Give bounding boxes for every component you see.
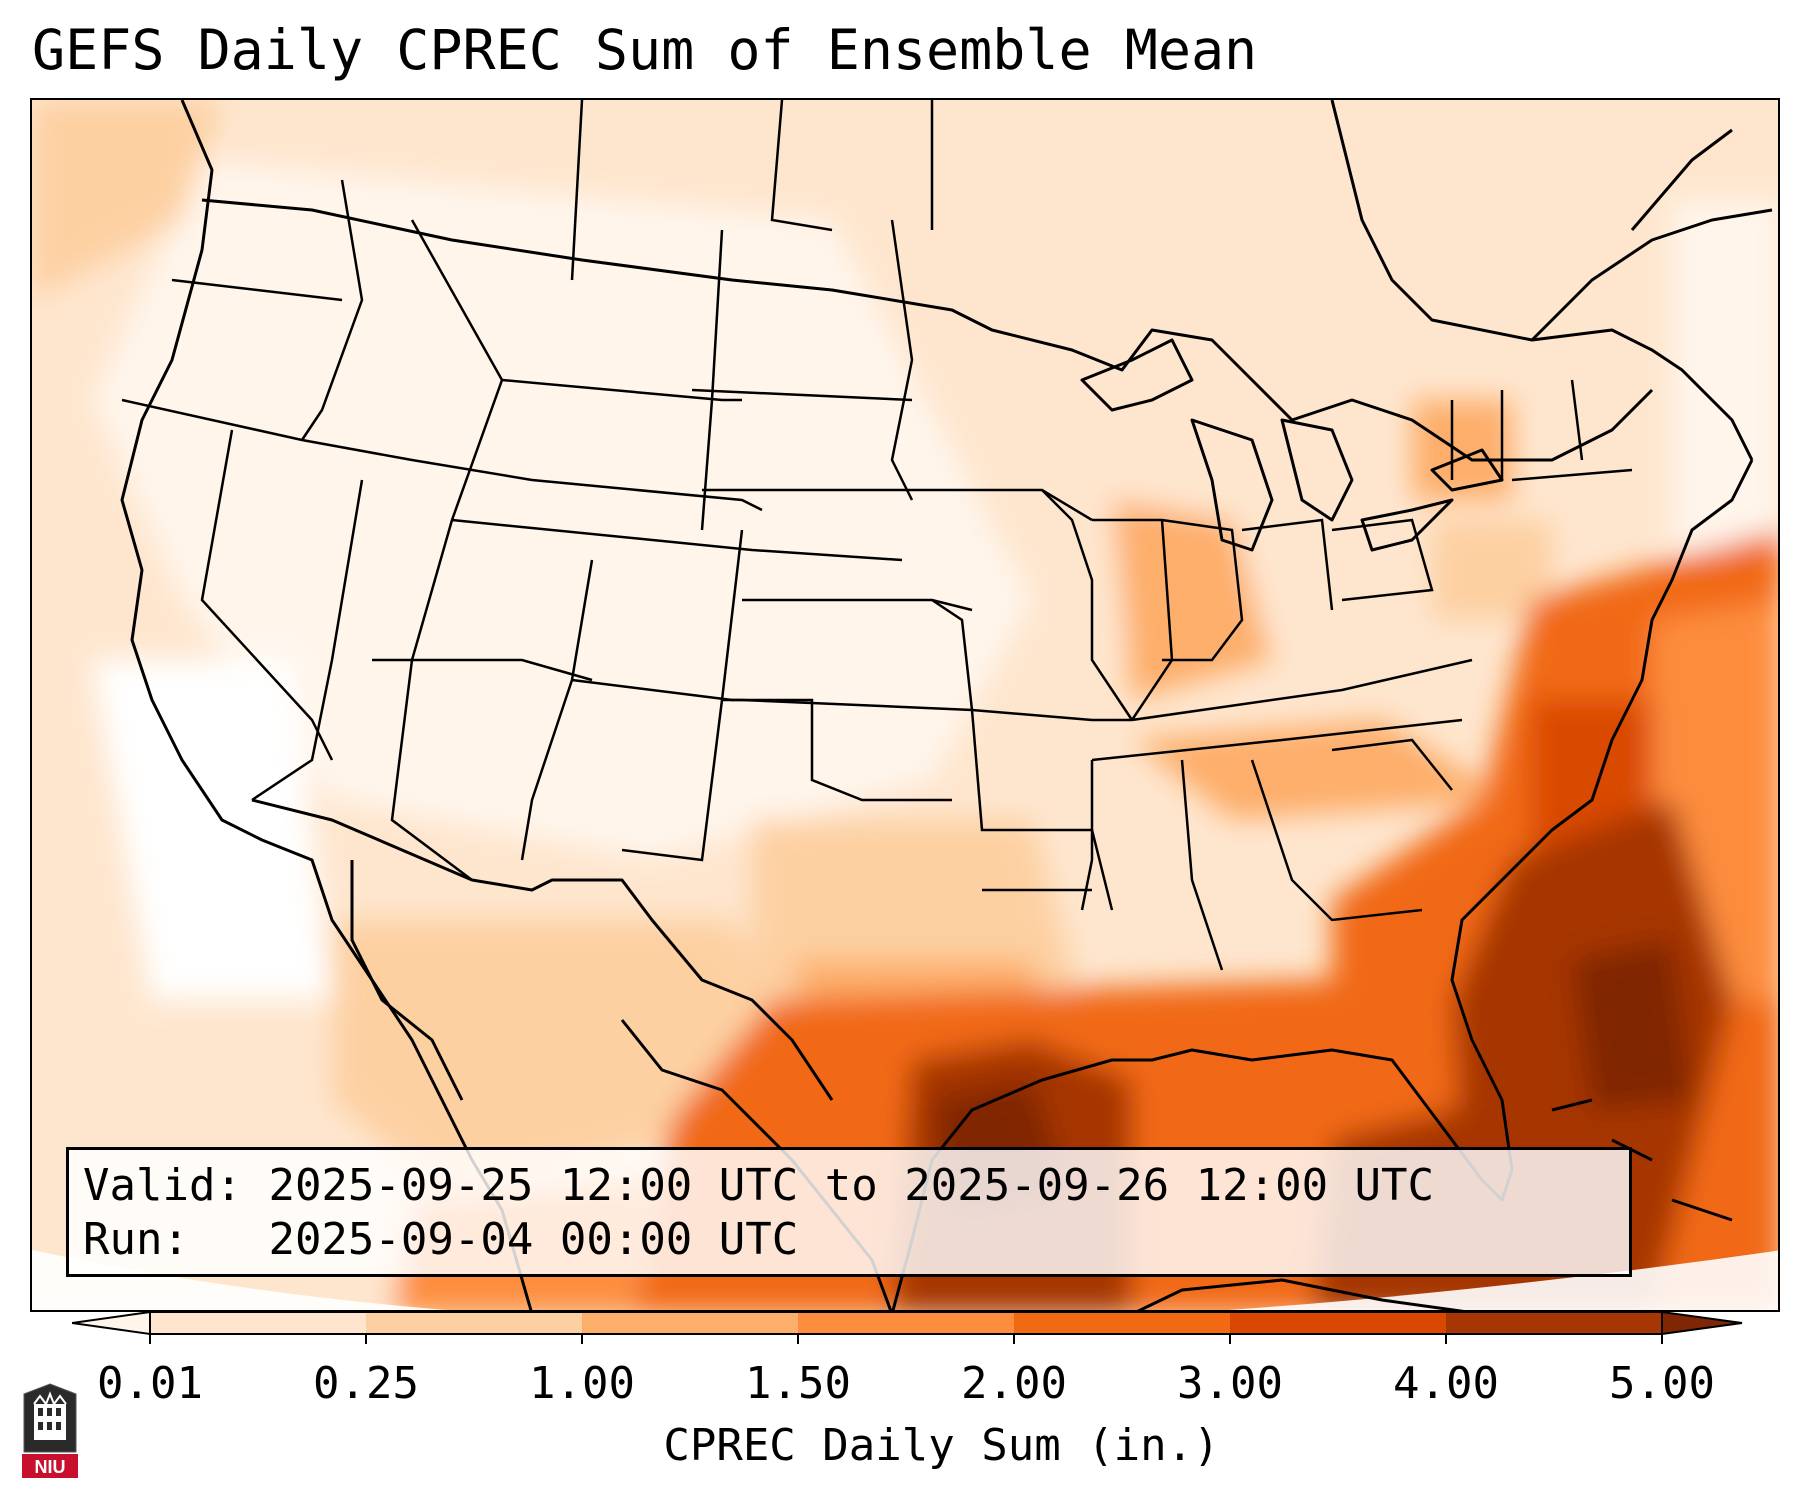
colorbar-tick-5: 3.00 — [1177, 1358, 1283, 1409]
colorbar-tick-0: 0.01 — [97, 1358, 203, 1409]
valid-label: Valid: — [83, 1160, 242, 1211]
colorbar-tick-1: 0.25 — [313, 1358, 419, 1409]
colorbar-tick-3: 1.50 — [745, 1358, 851, 1409]
colorbar-bin-1 — [150, 1312, 366, 1334]
colorbar-extend-max — [1661, 1312, 1743, 1336]
colorbar — [72, 1312, 1743, 1344]
map-title: GEFS Daily CPREC Sum of Ensemble Mean — [32, 18, 1258, 82]
colorbar-bin-4 — [798, 1312, 1014, 1334]
precip-map — [32, 100, 1778, 1310]
niu-logo: NIU — [22, 1383, 78, 1478]
valid-run-info-box: Valid: 2025-09-25 12:00 UTC to 2025-09-2… — [66, 1147, 1632, 1277]
state-boundaries — [121, 100, 1633, 971]
colorbar-bin-6 — [1230, 1312, 1446, 1334]
run-label: Run: — [83, 1214, 189, 1265]
colorbar-bin-3 — [582, 1312, 798, 1334]
colorbar-label: CPREC Daily Sum (in.) — [663, 1420, 1220, 1471]
niu-logo-text: NIU — [35, 1457, 66, 1477]
colorbar-bin-7 — [1446, 1312, 1662, 1334]
colorbar-tick-2: 1.00 — [529, 1358, 635, 1409]
map-panel — [30, 98, 1780, 1312]
colorbar-tick-6: 4.00 — [1393, 1358, 1499, 1409]
valid-value: 2025-09-25 12:00 UTC to 2025-09-26 12:00… — [268, 1160, 1435, 1211]
map-boundaries — [120, 100, 1773, 1310]
run-value: 2025-09-04 00:00 UTC — [268, 1214, 799, 1265]
colorbar-bin-5 — [1014, 1312, 1230, 1334]
colorbar-extend-min — [72, 1312, 151, 1336]
colorbar-tick-4: 2.00 — [961, 1358, 1067, 1409]
colorbar-bin-2 — [366, 1312, 582, 1334]
colorbar-tick-7: 5.00 — [1609, 1358, 1715, 1409]
